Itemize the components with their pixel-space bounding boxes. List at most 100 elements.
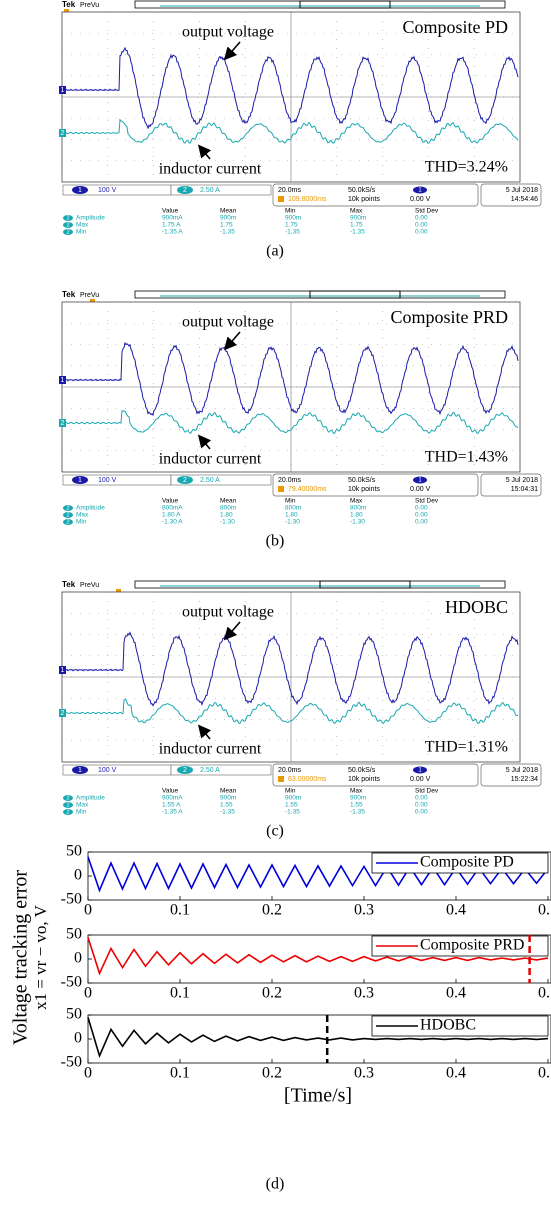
- x-tick-label: 0.: [538, 1065, 550, 1082]
- y-tick-label: 0: [74, 1030, 82, 1047]
- measure-value: 900m: [285, 215, 301, 222]
- measure-value: -1.35: [220, 229, 235, 236]
- y-tick-label: -50: [61, 974, 82, 991]
- measure-header: Min: [285, 208, 296, 215]
- trigger-icon: [278, 196, 284, 202]
- measure-value: -1.35: [220, 809, 235, 816]
- record-length: 10k points: [348, 196, 380, 203]
- trigger-level: 0.00 V: [410, 486, 431, 493]
- measure-value: 1.80: [350, 512, 363, 519]
- x-tick-label: 0.2: [262, 1065, 282, 1082]
- x-tick-label: 0.2: [262, 902, 282, 919]
- measure-value: 1.55: [285, 802, 298, 809]
- measure-value: 900mA: [162, 795, 183, 802]
- measure-value: 1.80: [220, 512, 233, 519]
- measure-name: Max: [76, 222, 89, 229]
- measure-value: 0.00: [415, 512, 428, 519]
- date: 5 Jul 2018: [506, 187, 538, 194]
- panel-caption: (b): [266, 533, 285, 550]
- measure-value: 0.00: [415, 222, 428, 229]
- x-tick-label: 0.: [538, 985, 550, 1002]
- y-tick-label: 50: [66, 1006, 82, 1023]
- measure-name: Amplitude: [76, 505, 105, 512]
- x-tick-label: 0.2: [262, 985, 282, 1002]
- timebase: 20.0ms: [278, 187, 301, 194]
- date: 5 Jul 2018: [506, 477, 538, 484]
- trigger-position: 109.8000ms: [288, 196, 327, 203]
- ch1-marker-label: 1: [61, 667, 65, 674]
- measure-value: -1.35: [350, 229, 365, 236]
- measure-badge-label: 2: [66, 512, 69, 518]
- current-label: inductor current: [159, 741, 262, 758]
- measure-value: 1.55 A: [162, 802, 181, 809]
- record-bar: [135, 1, 505, 8]
- measure-name: Amplitude: [76, 795, 105, 802]
- record-window: [300, 1, 390, 8]
- record-window: [310, 291, 400, 298]
- ch2-badge-label: 2: [183, 477, 187, 484]
- ch1-scale: 100 V: [98, 767, 117, 774]
- y-tick-label: 50: [66, 843, 82, 860]
- measure-name: Min: [76, 229, 87, 236]
- scope-mode: PreVu: [80, 2, 99, 9]
- x-tick-label: 0: [84, 902, 92, 919]
- measure-value: 0.00: [415, 505, 428, 512]
- measure-header: Std Dev: [415, 208, 439, 215]
- measure-value: 1.80 A: [162, 512, 181, 519]
- ch1-scale: 100 V: [98, 477, 117, 484]
- x-tick-label: 0: [84, 985, 92, 1002]
- trigger-icon: [278, 776, 284, 782]
- measure-value: -1.30: [350, 519, 365, 526]
- measure-value: 1.55: [350, 802, 363, 809]
- y-axis-label: Voltage tracking error: [10, 870, 32, 1045]
- measure-value: 900m: [220, 795, 236, 802]
- y-axis-label: x1 = vr − vo, V: [31, 904, 50, 1010]
- ch1-marker-label: 1: [61, 377, 65, 384]
- voltage-label: output voltage: [182, 604, 274, 621]
- record-length: 10k points: [348, 776, 380, 783]
- current-label: inductor current: [159, 451, 262, 468]
- measure-value: 900m: [285, 795, 301, 802]
- ch2-scale: 2.50 A: [200, 767, 220, 774]
- y-tick-label: 50: [66, 926, 82, 943]
- measure-badge-label: 2: [66, 505, 69, 511]
- trigger-icon: [278, 486, 284, 492]
- figure: Tek PreVu 1 2 Composite PD output voltage indu…: [0, 0, 551, 1207]
- trigger-position: 79.40000ms: [288, 486, 327, 493]
- x-tick-label: 0.: [538, 902, 550, 919]
- ch1-badge-label: 1: [78, 477, 82, 484]
- panel-title: Composite PD: [402, 17, 508, 37]
- y-tick-label: -50: [61, 891, 82, 908]
- measure-badge-label: 2: [66, 802, 69, 808]
- x-tick-label: 0.3: [354, 902, 374, 919]
- measure-header: Std Dev: [415, 788, 439, 795]
- ch1-badge-label: 1: [78, 187, 82, 194]
- sample-rate: 50.0kS/s: [348, 187, 376, 194]
- measure-header: Max: [350, 788, 363, 795]
- measure-header: Mean: [220, 498, 237, 505]
- measure-value: 800mA: [162, 505, 183, 512]
- measure-value: -1.35: [285, 229, 300, 236]
- x-tick-label: 0.4: [446, 902, 466, 919]
- measure-value: 1.55: [220, 802, 233, 809]
- measure-value: -1.30 A: [162, 519, 183, 526]
- time: 15:04:31: [511, 486, 538, 493]
- measure-header: Max: [350, 208, 363, 215]
- measure-name: Min: [76, 519, 87, 526]
- measure-value: 0.00: [415, 795, 428, 802]
- y-tick-label: -50: [61, 1054, 82, 1071]
- scope-brand: Tek: [62, 0, 76, 9]
- panel-title: Composite PRD: [390, 307, 508, 327]
- panel-caption: (c): [266, 823, 284, 840]
- measure-badge-label: 2: [66, 229, 69, 235]
- measure-value: -1.35: [285, 809, 300, 816]
- measure-header: Value: [162, 498, 179, 505]
- measure-name: Max: [76, 802, 89, 809]
- x-tick-label: 0.1: [170, 1065, 190, 1082]
- ch2-marker-label: 2: [61, 420, 65, 427]
- time: 15:22:34: [511, 776, 538, 783]
- ch2-marker-label: 2: [61, 710, 65, 717]
- measure-value: 900m: [350, 215, 366, 222]
- measure-value: 1.80: [285, 512, 298, 519]
- trigger-level: 0.00 V: [410, 776, 431, 783]
